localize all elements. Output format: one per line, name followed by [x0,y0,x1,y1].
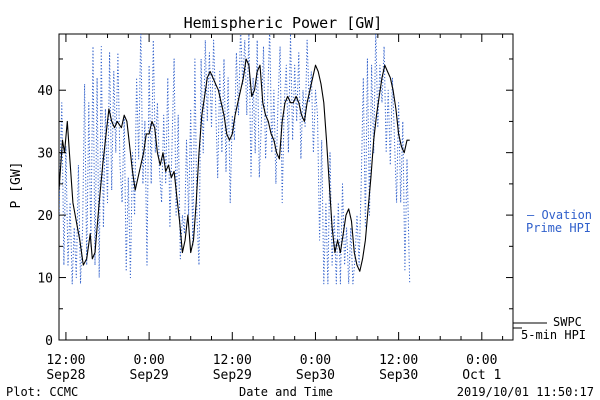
axis-ticks: 01020304012:00Sep280:00Sep2912:00Sep290:… [37,34,513,383]
x-tick-label-date: Sep30 [379,368,418,383]
legend-ovation-label: — Ovation [527,208,592,222]
legend-swpc-label: SWPC [553,315,582,329]
x-tick-label-date: Sep29 [130,368,169,383]
plot-credit: Plot: CCMC [6,385,78,399]
x-tick-label-time: 0:00 [300,353,331,368]
y-tick-label: 0 [45,334,53,349]
x-tick-label-time: 12:00 [379,353,418,368]
x-tick-label-date: Oct 1 [462,368,501,383]
x-tick-label-date: Sep28 [46,368,85,383]
timestamp: 2019/10/01 11:50:17 [457,385,594,399]
swpc-hpi-line [59,58,410,272]
y-tick-label: 30 [37,147,53,162]
ovation-prime-line [59,34,411,285]
plot-frame [58,33,514,341]
x-tick-label-date: Sep30 [296,368,335,383]
x-axis-label: Date and Time [239,385,333,399]
y-tick-label: 40 [37,84,53,99]
x-tick-label-date: Sep29 [213,368,252,383]
legend-ovation-label: Prime HPI [526,221,591,235]
x-tick-label-time: 12:00 [46,353,85,368]
series-swpc [59,58,410,272]
x-tick-label-time: 0:00 [133,353,164,368]
x-tick-label-time: 12:00 [213,353,252,368]
x-tick-label-time: 0:00 [466,353,497,368]
y-tick-label: 10 [37,272,53,287]
y-tick-label: 20 [37,209,53,224]
legend-swpc-label: 5-min HPI [521,328,586,342]
chart-title: Hemispheric Power [GW] [184,14,383,32]
series-ovation-prime [59,34,411,285]
y-axis-label: P [GW] [9,162,24,209]
plot-border [58,33,514,341]
